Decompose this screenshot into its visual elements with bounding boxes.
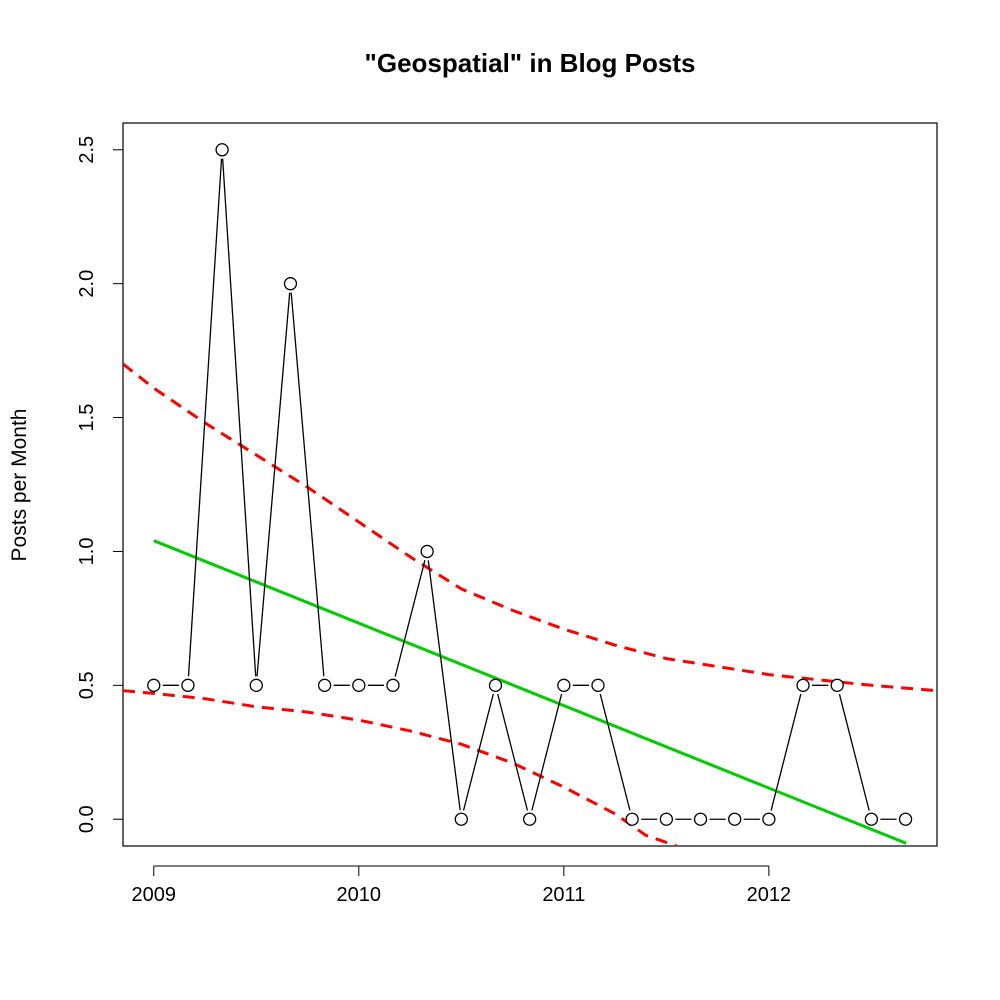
data-segment (256, 292, 291, 677)
data-point (181, 678, 195, 692)
data-segment (427, 560, 461, 811)
y-axis: 0.0 0.5 1.0 1.5 2.0 2.5 (76, 136, 124, 833)
data-point (249, 678, 263, 692)
points-layer (147, 143, 913, 826)
x-axis: 2009 2010 2011 2012 (132, 865, 792, 906)
y-axis-label: Posts per Month (8, 409, 31, 562)
data-point (352, 678, 366, 692)
data-point (762, 812, 776, 826)
y-tick-label: 0.5 (76, 671, 98, 699)
data-point (488, 678, 503, 692)
data-point (386, 678, 400, 692)
data-point (898, 812, 913, 826)
data-point (591, 678, 605, 692)
data-segment (497, 693, 529, 811)
series-layer (123, 362, 937, 846)
data-segment (187, 158, 223, 677)
y-tick-label: 2.5 (76, 136, 98, 164)
data-point (830, 678, 844, 692)
x-tick-label: 2012 (747, 884, 792, 906)
upper-band-line (123, 362, 937, 693)
data-segment (462, 693, 494, 811)
data-point (147, 678, 161, 692)
lower-band-line (123, 689, 678, 846)
y-tick-label: 0.0 (76, 805, 98, 833)
data-point (659, 812, 674, 826)
x-tick-label: 2009 (132, 884, 177, 906)
data-point (317, 678, 332, 692)
data-segment (394, 560, 426, 677)
data-point (557, 678, 571, 692)
data-segment (222, 158, 257, 677)
data-segment (599, 693, 631, 811)
y-tick-label: 2.0 (76, 270, 98, 298)
x-tick-label: 2010 (337, 884, 382, 906)
data-segment (290, 292, 325, 677)
data-point (215, 143, 229, 157)
plot-frame (122, 122, 938, 847)
data-point (693, 812, 708, 826)
data-point (523, 812, 537, 826)
data-point (796, 678, 810, 692)
trend-line (153, 539, 907, 845)
x-tick-label: 2011 (542, 884, 585, 906)
data-point (625, 812, 639, 826)
y-tick-label: 1.0 (76, 538, 98, 566)
y-tick-label: 1.5 (76, 404, 98, 432)
data-segment (531, 693, 563, 811)
data-segment (838, 693, 870, 811)
chart-title: "Geospatial" in Blog Posts (365, 48, 696, 78)
data-segment (770, 693, 802, 811)
data-point (283, 277, 298, 291)
data-point (728, 812, 742, 826)
data-point (864, 812, 879, 826)
data-point (420, 544, 434, 559)
data-point (454, 812, 468, 826)
